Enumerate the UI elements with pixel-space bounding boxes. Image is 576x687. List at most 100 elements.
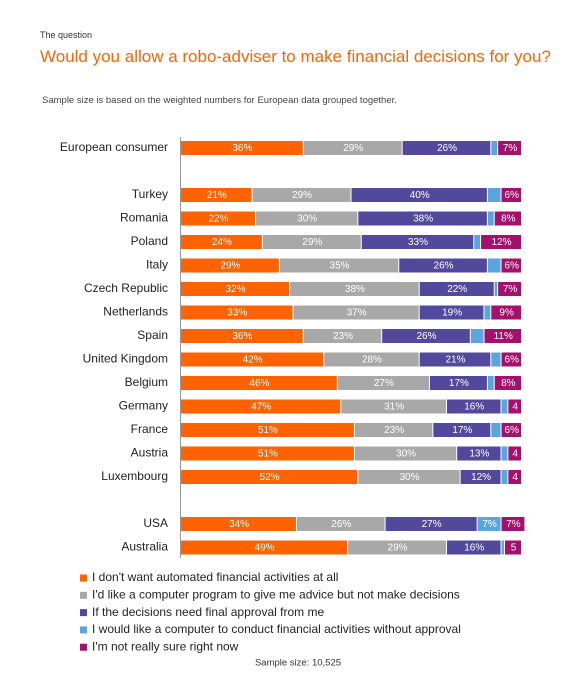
value-label: 52%: [260, 472, 280, 483]
bar-segment: [419, 282, 494, 296]
value-label: 38%: [413, 214, 433, 225]
value-label: 21%: [207, 190, 227, 201]
bar-segment: [429, 376, 487, 390]
bar-segment: [494, 376, 521, 390]
category-label: USA: [143, 516, 168, 530]
value-label: 37%: [347, 308, 367, 319]
bar-segment: [481, 235, 521, 249]
legend-swatch: [80, 626, 87, 634]
bar-segment: [181, 211, 256, 226]
bar-segment: [181, 352, 324, 367]
value-label: 7%: [503, 284, 518, 295]
bar-segment: [181, 235, 262, 249]
bar-segment: [252, 188, 351, 202]
value-label: 31%: [384, 402, 404, 413]
bar-segment: [181, 423, 354, 437]
category-label: Germany: [119, 399, 168, 413]
bar-segment: [508, 446, 521, 461]
category-label: Poland: [131, 234, 168, 248]
category-label: Belgium: [125, 375, 168, 389]
legend-label: I would like a computer to conduct finan…: [92, 622, 461, 636]
value-label: 27%: [422, 519, 442, 530]
bar-segment: [361, 235, 474, 249]
bar-segment: [181, 188, 252, 202]
bar-segment: [477, 517, 501, 531]
category-label: United Kingdom: [83, 352, 168, 366]
bar-segment: [508, 399, 521, 414]
value-label: 35%: [330, 261, 350, 272]
value-label: 26%: [434, 261, 454, 272]
bar-segment: [487, 211, 494, 226]
value-label: 13%: [469, 449, 489, 460]
value-label: 33%: [408, 237, 428, 248]
category-label: Spain: [137, 328, 168, 342]
bar-segment: [446, 540, 501, 555]
value-label: 7%: [503, 143, 518, 154]
value-label: 5: [511, 543, 517, 554]
value-label: 19%: [442, 308, 462, 319]
bar-segment: [498, 141, 521, 155]
bar-segment: [474, 235, 481, 249]
bar-segment: [491, 423, 501, 437]
legend-label: I'm not really sure right now: [92, 639, 239, 653]
bar-segment: [494, 211, 521, 226]
value-label: 34%: [229, 519, 249, 530]
legend-swatch: [80, 574, 87, 582]
category-label: Luxembourg: [101, 469, 168, 483]
value-label: 26%: [437, 143, 457, 154]
legend-swatch: [80, 591, 87, 599]
legend-swatch: [80, 609, 87, 617]
bar-segment: [181, 258, 279, 273]
bar-segment: [181, 282, 290, 296]
bar-segment: [341, 399, 446, 414]
footnote: Sample size: 10,525: [255, 658, 341, 669]
bar-segment: [290, 282, 419, 296]
value-label: 26%: [331, 519, 351, 530]
bar-segment: [457, 446, 501, 461]
bar-segment: [354, 423, 433, 437]
bar-segment: [501, 258, 521, 273]
bar-segment: [181, 517, 296, 531]
bar-segment: [402, 141, 491, 155]
bar-segment: [491, 305, 521, 320]
bar-segment: [501, 352, 521, 367]
value-label: 30%: [297, 214, 317, 225]
category-label: Austria: [131, 446, 169, 460]
value-label: 6%: [505, 261, 520, 272]
bar-segment: [487, 376, 494, 390]
bar-segment: [470, 329, 484, 343]
bar-segment: [501, 517, 525, 531]
bar-segment: [382, 329, 470, 343]
value-label: 24%: [212, 237, 232, 248]
value-label: 51%: [258, 425, 278, 436]
bar-segment: [303, 329, 382, 343]
value-label: 22%: [209, 214, 229, 225]
value-label: 4: [512, 402, 518, 413]
value-label: 12%: [492, 237, 512, 248]
bar-segment: [487, 188, 501, 202]
value-label: 21%: [445, 355, 465, 366]
bar-segment: [419, 305, 484, 320]
bar-segment: [484, 305, 491, 320]
value-label: 30%: [396, 449, 416, 460]
bar-segment: [293, 305, 419, 320]
value-label: 17%: [452, 425, 472, 436]
category-label: Australia: [121, 540, 168, 554]
bar-segment: [256, 211, 358, 226]
value-label: 49%: [255, 543, 275, 554]
value-label: 29%: [220, 261, 240, 272]
bar-segment: [262, 235, 361, 249]
bar-segment: [348, 540, 446, 555]
value-label: 29%: [292, 190, 312, 201]
value-label: 30%: [399, 472, 419, 483]
subtitle: Sample size is based on the weighted num…: [42, 95, 397, 106]
value-label: 51%: [258, 449, 278, 460]
bar-segment: [491, 141, 498, 155]
bar-segment: [337, 376, 429, 390]
category-label: France: [131, 422, 169, 436]
value-label: 47%: [251, 402, 271, 413]
bar-segment: [181, 399, 341, 414]
bar-segment: [446, 399, 501, 414]
